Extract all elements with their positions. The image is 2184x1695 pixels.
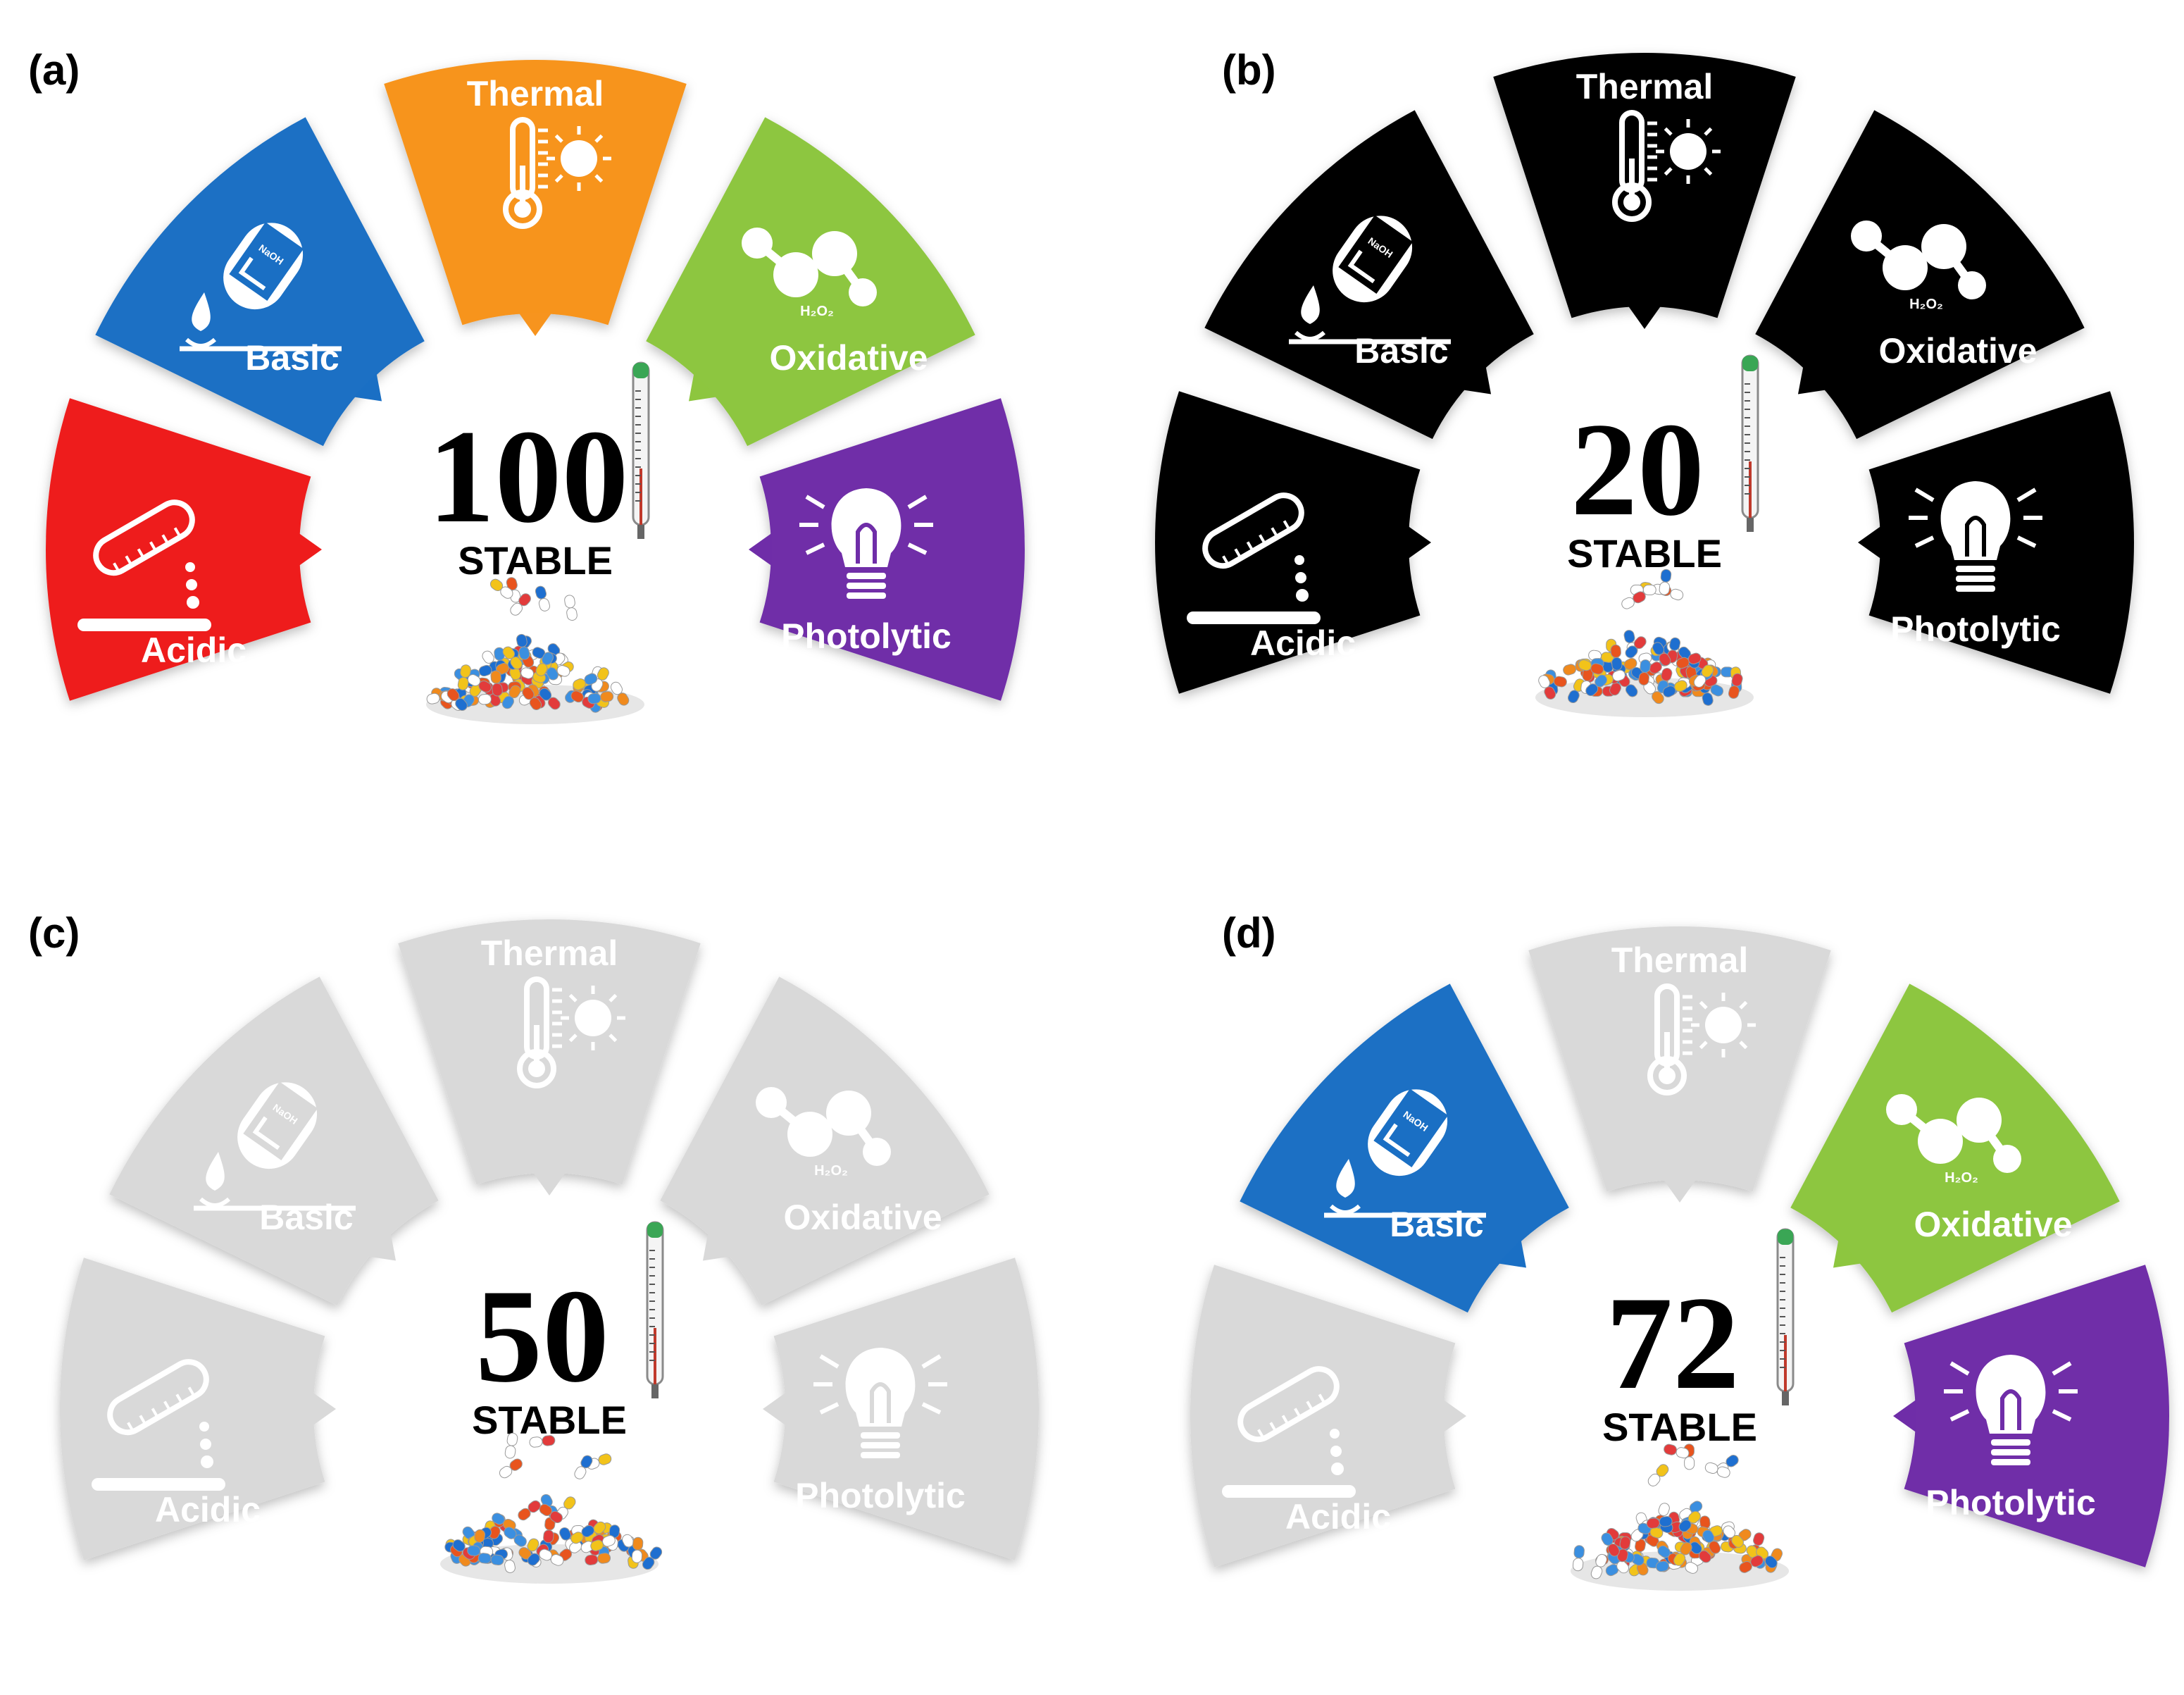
panel-label: (d)	[1222, 909, 1276, 957]
thermometer-sun-icon	[517, 976, 625, 1088]
thermal-label: Thermal	[1611, 940, 1749, 980]
segment-thermal: Thermal	[1528, 926, 1831, 1203]
segment-photolytic: Photolytic	[763, 1258, 1039, 1560]
oxidative-label: Oxidative	[1914, 1205, 2072, 1244]
svg-text:H₂O₂: H₂O₂	[1909, 297, 1943, 312]
segment-thermal: Thermal	[1493, 52, 1796, 329]
svg-text:H₂O₂: H₂O₂	[1945, 1170, 1978, 1186]
stable-label: STABLE	[458, 538, 613, 583]
thermometer-icon	[1741, 354, 1759, 532]
segment-acidic: Acidic	[59, 1258, 336, 1560]
naoh-test-tube-icon: NaOH	[1289, 215, 1451, 344]
pills-pile-icon	[426, 577, 644, 724]
h2o2-molecule-icon: H₂O₂	[756, 1087, 891, 1179]
photolytic-label: Photolytic	[781, 616, 951, 656]
segment-oxidative: H₂O₂ Oxidative	[660, 976, 990, 1306]
basic-label: Basic	[1390, 1205, 1483, 1244]
thermal-label: Thermal	[1576, 67, 1714, 106]
svg-text:H₂O₂: H₂O₂	[800, 304, 834, 319]
acidic-label: Acidic	[155, 1490, 261, 1529]
test-tube-pouring-icon	[77, 499, 211, 631]
oxidative-label: Oxidative	[1878, 331, 2037, 371]
test-tube-pouring-icon	[1187, 492, 1321, 624]
light-bulb-icon	[1909, 481, 2042, 592]
panel-label: (a)	[28, 46, 80, 94]
stable-label: STABLE	[472, 1398, 627, 1442]
naoh-test-tube-icon: NaOH	[180, 222, 342, 352]
stability-score: 50	[475, 1262, 609, 1410]
oxidative-label: Oxidative	[769, 338, 928, 378]
svg-text:H₂O₂: H₂O₂	[814, 1163, 848, 1179]
oxidative-label: Oxidative	[783, 1198, 942, 1237]
thermal-label: Thermal	[467, 74, 604, 113]
thermal-label: Thermal	[481, 933, 618, 973]
stable-label: STABLE	[1567, 531, 1722, 576]
naoh-test-tube-icon: NaOH	[1324, 1088, 1486, 1218]
acidic-label: Acidic	[141, 631, 247, 670]
panel-label: (c)	[28, 909, 80, 957]
segment-photolytic: Photolytic	[749, 398, 1025, 701]
basic-label: Basic	[259, 1198, 353, 1237]
basic-label: Basic	[1354, 331, 1448, 371]
thermometer-sun-icon	[503, 117, 611, 229]
segment-thermal: Thermal	[384, 60, 687, 336]
stability-score: 72	[1606, 1269, 1740, 1417]
stability-score: 20	[1571, 396, 1704, 544]
segment-thermal: Thermal	[398, 919, 701, 1196]
photolytic-label: Photolytic	[1890, 609, 2061, 649]
light-bulb-icon	[799, 488, 933, 599]
basic-label: Basic	[245, 338, 339, 378]
stable-label: STABLE	[1602, 1405, 1757, 1449]
segment-oxidative: H₂O₂ Oxidative	[1790, 983, 2120, 1313]
test-tube-pouring-icon	[92, 1359, 225, 1491]
naoh-test-tube-icon: NaOH	[194, 1081, 356, 1211]
segment-photolytic: Photolytic	[1858, 391, 2134, 694]
pills-pile-icon	[440, 1432, 663, 1584]
acidic-label: Acidic	[1285, 1497, 1391, 1536]
test-tube-pouring-icon	[1222, 1366, 1356, 1498]
segment-oxidative: H₂O₂ Oxidative	[1755, 110, 2085, 440]
thermometer-sun-icon	[1647, 983, 1756, 1095]
pills-pile-icon	[1571, 1443, 1789, 1591]
h2o2-molecule-icon: H₂O₂	[742, 228, 877, 319]
acidic-label: Acidic	[1250, 623, 1356, 663]
pills-pile-icon	[1535, 569, 1754, 717]
panel-label: (b)	[1222, 46, 1276, 94]
photolytic-label: Photolytic	[795, 1476, 966, 1515]
thermometer-icon	[646, 1221, 664, 1398]
segment-acidic: Acidic	[1190, 1265, 1466, 1567]
thermometer-sun-icon	[1612, 110, 1721, 222]
segment-photolytic: Photolytic	[1893, 1265, 2169, 1567]
segment-oxidative: H₂O₂ Oxidative	[646, 117, 975, 447]
h2o2-molecule-icon: H₂O₂	[1886, 1094, 2021, 1186]
segment-acidic: Acidic	[45, 398, 322, 701]
segment-acidic: Acidic	[1155, 391, 1431, 694]
light-bulb-icon	[1944, 1355, 2078, 1465]
thermometer-icon	[632, 361, 650, 539]
thermometer-icon	[1776, 1228, 1795, 1405]
light-bulb-icon	[813, 1348, 947, 1458]
h2o2-molecule-icon: H₂O₂	[1851, 221, 1986, 312]
stability-score: 100	[428, 403, 629, 551]
photolytic-label: Photolytic	[1926, 1483, 2096, 1522]
